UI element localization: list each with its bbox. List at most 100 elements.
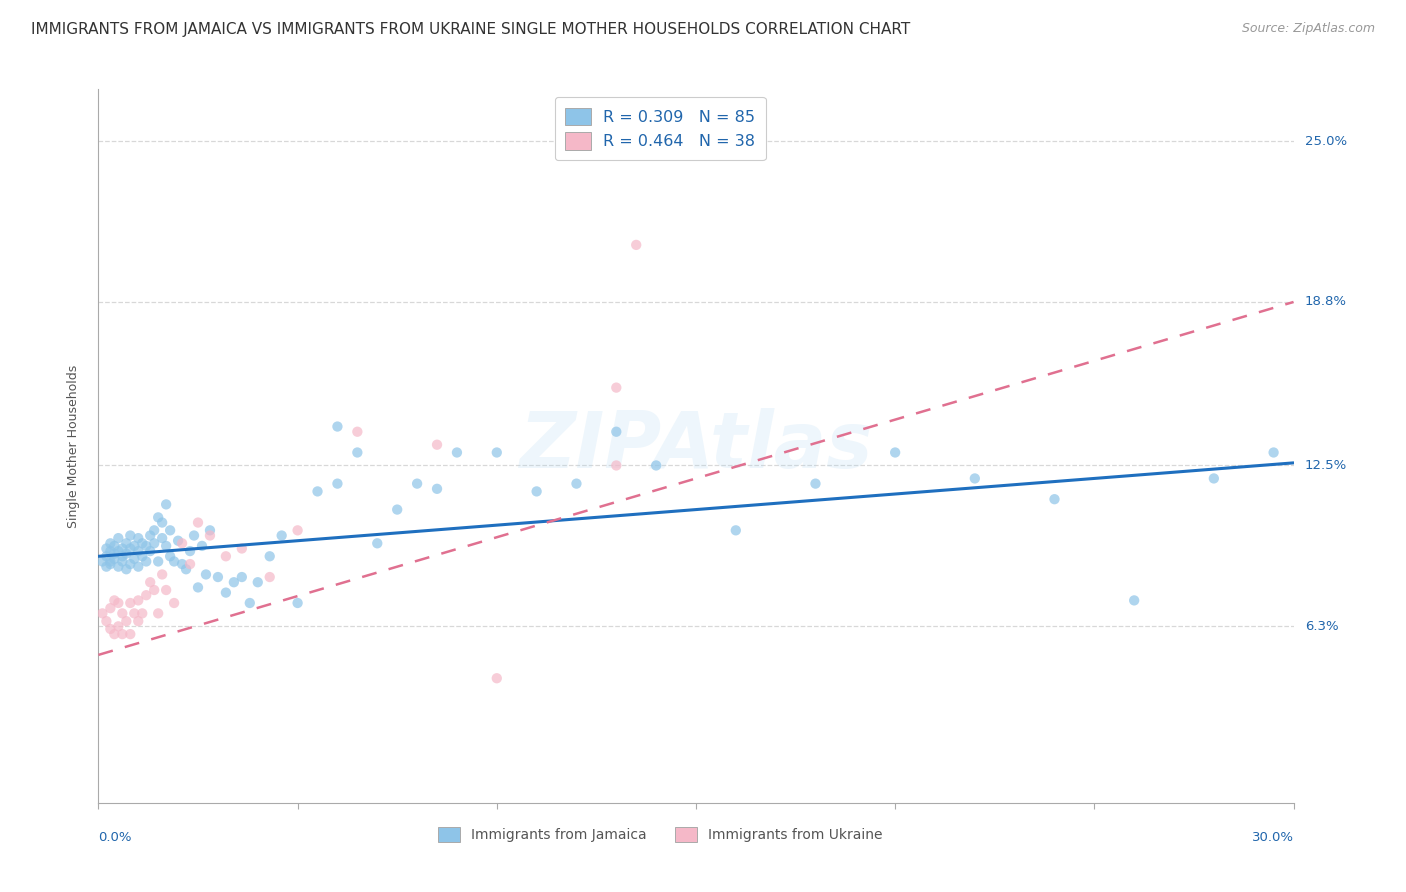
Point — [96, 559, 118, 574]
Text: Source: ZipAtlas.com: Source: ZipAtlas.com — [1241, 22, 1375, 36]
Point — [107, 559, 129, 574]
Point — [326, 419, 349, 434]
Point — [270, 528, 292, 542]
Point — [526, 484, 548, 499]
Point — [107, 531, 129, 545]
Point — [139, 528, 162, 542]
Point — [163, 554, 186, 568]
Text: IMMIGRANTS FROM JAMAICA VS IMMIGRANTS FROM UKRAINE SINGLE MOTHER HOUSEHOLDS CORR: IMMIGRANTS FROM JAMAICA VS IMMIGRANTS FR… — [31, 22, 910, 37]
Point — [135, 554, 157, 568]
Point — [98, 536, 122, 550]
Point — [115, 562, 138, 576]
Text: 25.0%: 25.0% — [1305, 135, 1347, 147]
Point — [626, 238, 648, 252]
Point — [1263, 445, 1285, 459]
Point — [159, 549, 181, 564]
Point — [485, 671, 508, 685]
Point — [103, 593, 125, 607]
Point — [107, 544, 129, 558]
Point — [195, 567, 218, 582]
Point — [127, 544, 149, 558]
Point — [605, 458, 627, 473]
Point — [565, 476, 588, 491]
Point — [222, 575, 245, 590]
Point — [1043, 492, 1066, 507]
Point — [446, 445, 468, 459]
Point — [1123, 593, 1146, 607]
Point — [287, 596, 309, 610]
Point — [120, 541, 142, 556]
Point — [259, 570, 281, 584]
Point — [485, 445, 508, 459]
Point — [127, 614, 149, 628]
Point — [150, 531, 173, 545]
Point — [148, 554, 170, 568]
Point — [724, 524, 747, 538]
Point — [127, 559, 149, 574]
Point — [103, 547, 125, 561]
Point — [148, 510, 170, 524]
Point — [96, 614, 118, 628]
Point — [111, 627, 134, 641]
Point — [207, 570, 229, 584]
Point — [426, 482, 449, 496]
Point — [111, 554, 134, 568]
Point — [98, 601, 122, 615]
Point — [103, 539, 125, 553]
Point — [246, 575, 269, 590]
Point — [174, 562, 197, 576]
Point — [96, 541, 118, 556]
Point — [107, 596, 129, 610]
Point — [148, 607, 170, 621]
Point — [150, 516, 173, 530]
Point — [307, 484, 329, 499]
Text: 0.0%: 0.0% — [98, 830, 132, 844]
Point — [215, 549, 238, 564]
Point — [98, 557, 122, 571]
Point — [127, 531, 149, 545]
Point — [115, 547, 138, 561]
Point — [131, 607, 153, 621]
Point — [198, 528, 221, 542]
Text: 12.5%: 12.5% — [1305, 459, 1347, 472]
Text: 18.8%: 18.8% — [1305, 295, 1347, 309]
Point — [884, 445, 907, 459]
Point — [231, 541, 253, 556]
Point — [346, 445, 368, 459]
Point — [187, 516, 209, 530]
Point — [179, 544, 201, 558]
Point — [98, 554, 122, 568]
Text: 30.0%: 30.0% — [1251, 830, 1294, 844]
Point — [120, 596, 142, 610]
Point — [91, 607, 114, 621]
Point — [98, 622, 122, 636]
Point — [406, 476, 429, 491]
Point — [1202, 471, 1225, 485]
Point — [385, 502, 409, 516]
Point — [963, 471, 986, 485]
Point — [150, 567, 173, 582]
Point — [91, 554, 114, 568]
Point — [111, 607, 134, 621]
Point — [131, 536, 153, 550]
Point — [155, 497, 177, 511]
Text: ZIPAtlas: ZIPAtlas — [519, 408, 873, 484]
Point — [155, 539, 177, 553]
Point — [366, 536, 388, 550]
Text: 6.3%: 6.3% — [1305, 620, 1339, 632]
Point — [172, 557, 194, 571]
Y-axis label: Single Mother Households: Single Mother Households — [67, 364, 80, 528]
Point — [120, 528, 142, 542]
Point — [231, 570, 253, 584]
Point — [645, 458, 668, 473]
Point — [326, 476, 349, 491]
Point — [124, 552, 146, 566]
Point — [120, 557, 142, 571]
Point — [426, 438, 449, 452]
Point — [259, 549, 281, 564]
Point — [155, 582, 177, 597]
Point — [120, 627, 142, 641]
Point — [287, 524, 309, 538]
Legend: Immigrants from Jamaica, Immigrants from Ukraine: Immigrants from Jamaica, Immigrants from… — [430, 821, 890, 849]
Point — [159, 524, 181, 538]
